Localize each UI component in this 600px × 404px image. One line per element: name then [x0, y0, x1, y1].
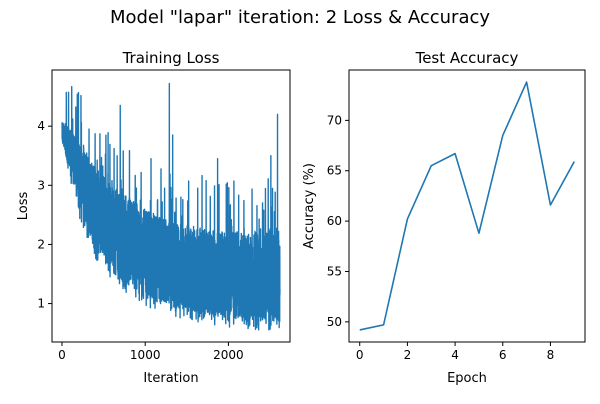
test-accuracy-ytick-label: 70 — [327, 113, 342, 127]
training-loss-ytick-label: 3 — [37, 178, 45, 192]
training-loss-xtick-label: 1000 — [130, 348, 161, 362]
test-accuracy-plot-area — [359, 81, 575, 331]
training-loss-xtick-label: 2000 — [213, 348, 244, 362]
test-accuracy-xtick-label: 2 — [404, 348, 412, 362]
training-loss-xlabel: Iteration — [143, 371, 198, 386]
test-accuracy-xtick-label: 8 — [547, 348, 555, 362]
test-accuracy-panel: Test Accuracy 0 2 4 6 8 50 55 60 65 70 Epoch Accu… — [302, 49, 586, 386]
training-loss-ytick-label: 1 — [37, 297, 45, 311]
training-loss-ticks: 0 1000 2000 1 2 3 4 — [37, 119, 243, 362]
test-accuracy-xtick-label: 0 — [356, 348, 364, 362]
test-accuracy-series-line — [359, 81, 575, 331]
test-accuracy-title: Test Accuracy — [415, 49, 519, 67]
test-accuracy-ytick-label: 55 — [327, 264, 342, 278]
training-loss-ylabel: Loss — [16, 192, 31, 221]
test-accuracy-ticks: 0 2 4 6 8 50 55 60 65 70 — [327, 113, 555, 362]
test-accuracy-xlabel: Epoch — [447, 371, 487, 386]
test-accuracy-xtick-label: 6 — [499, 348, 507, 362]
test-accuracy-axes-frame — [348, 69, 586, 343]
test-accuracy-xtick-label: 4 — [451, 348, 459, 362]
training-loss-ytick-label: 4 — [37, 119, 45, 133]
training-loss-xtick-label: 0 — [58, 348, 66, 362]
test-accuracy-ytick-label: 65 — [327, 164, 342, 178]
training-loss-title: Training Loss — [122, 49, 220, 67]
training-loss-panel: Training Loss 0 1000 2000 1 2 3 4 Iteration Lo… — [16, 49, 291, 386]
figure-suptitle: Model "lapar" iteration: 2 Loss & Accura… — [110, 7, 490, 28]
training-loss-ytick-label: 2 — [37, 237, 45, 251]
test-accuracy-ylabel: Accuracy (%) — [302, 163, 317, 249]
test-accuracy-ytick-label: 50 — [327, 315, 342, 329]
training-loss-series-line — [61, 82, 281, 331]
training-loss-axes-frame — [51, 69, 291, 343]
training-loss-plot-area — [61, 82, 281, 331]
test-accuracy-ytick-label: 60 — [327, 214, 342, 228]
